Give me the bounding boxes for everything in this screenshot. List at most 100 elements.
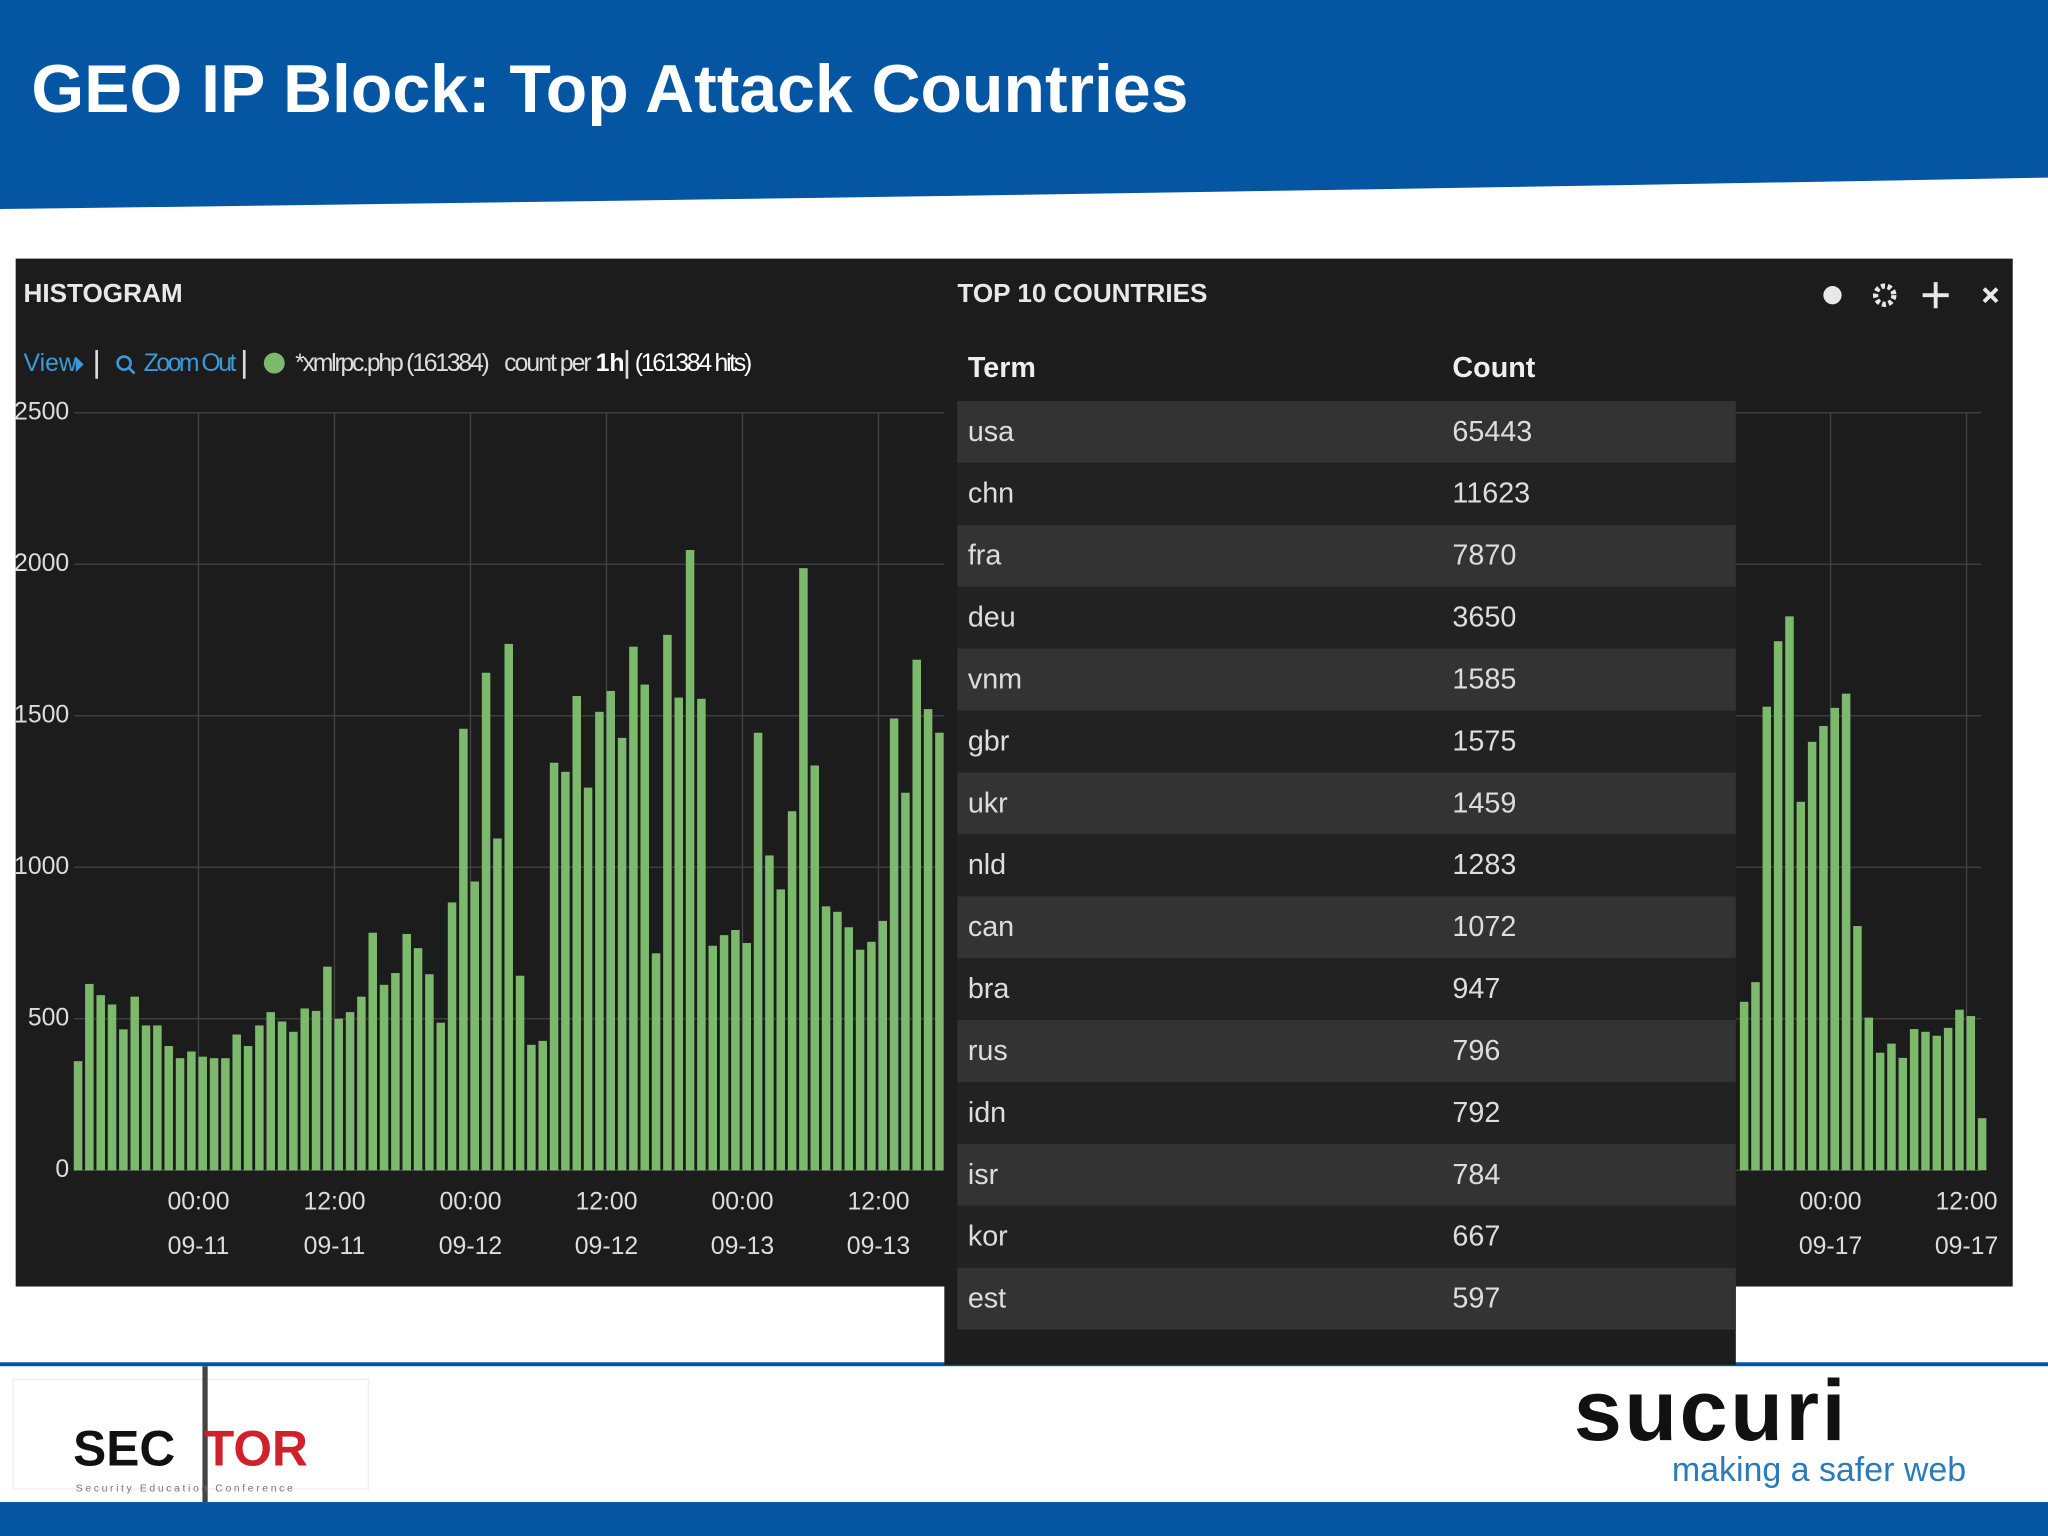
bar	[765, 855, 774, 1171]
bar	[345, 1012, 355, 1171]
bar	[175, 1058, 185, 1171]
bar	[878, 920, 888, 1171]
table-cell: 667	[1452, 1221, 1500, 1253]
table-cell: 1459	[1452, 787, 1516, 819]
bar	[266, 1012, 275, 1171]
view-link: View	[24, 350, 77, 377]
sector-tor: TOR	[204, 1421, 308, 1477]
bar	[1864, 1017, 1874, 1171]
bar	[583, 787, 593, 1171]
table-cell: gbr	[968, 725, 1010, 757]
bar	[867, 941, 876, 1171]
table-cell: nld	[968, 849, 1006, 881]
bar	[209, 1058, 219, 1171]
bar	[96, 995, 105, 1171]
table-cell: isr	[968, 1159, 999, 1191]
bar	[855, 949, 865, 1171]
bar	[595, 711, 604, 1171]
bar	[617, 737, 627, 1171]
table-row	[957, 958, 1736, 1021]
bar	[1921, 1031, 1930, 1171]
bar	[1943, 1027, 1953, 1171]
table-cell: est	[968, 1283, 1006, 1315]
bar	[368, 932, 377, 1171]
hits: (161384 hits)	[635, 350, 753, 377]
sucuri-tagline: making a safer web	[1672, 1451, 1966, 1489]
bar	[1739, 1001, 1749, 1171]
table-cell: fra	[968, 540, 1002, 572]
y-tick-label: 1500	[14, 701, 69, 728]
bar	[323, 966, 332, 1171]
column-header: Term	[968, 352, 1036, 384]
table-row	[957, 896, 1736, 959]
bar	[73, 1061, 83, 1171]
bar	[1830, 707, 1840, 1171]
sucuri-logo: sucuri	[1574, 1363, 1848, 1459]
table-cell: usa	[968, 416, 1014, 448]
bar	[674, 697, 683, 1171]
bar	[651, 953, 661, 1171]
zoom-out-link: Zoom Out	[144, 350, 237, 377]
x-tick-date: 09-17	[1935, 1233, 1998, 1260]
table-cell: vnm	[968, 663, 1022, 695]
table-cell: chn	[968, 478, 1014, 510]
table-cell: ukr	[968, 787, 1008, 819]
bar	[470, 881, 479, 1171]
bar	[481, 672, 491, 1171]
bar	[697, 698, 706, 1171]
table-cell: rus	[968, 1035, 1008, 1067]
x-tick-date: 09-17	[1799, 1233, 1862, 1260]
bar	[289, 1031, 298, 1171]
bar	[810, 765, 819, 1171]
bar	[787, 811, 797, 1171]
bar	[277, 1021, 287, 1171]
sector-tagline: Security Education Conference	[76, 1484, 296, 1495]
bar	[334, 1018, 343, 1171]
bar	[1796, 801, 1806, 1171]
bar	[889, 718, 899, 1171]
bar	[436, 1022, 445, 1171]
bar	[141, 1025, 151, 1171]
close-icon	[1982, 287, 1999, 304]
bar	[447, 902, 457, 1171]
count-per: count per	[504, 350, 592, 377]
bar	[300, 1008, 309, 1171]
x-tick-date: 09-13	[711, 1233, 774, 1260]
legend-dot	[263, 352, 285, 374]
bar	[379, 984, 389, 1171]
x-tick-time: 12:00	[303, 1188, 365, 1215]
table-title: TOP 10 COUNTRIES	[957, 278, 1207, 308]
table-cell: kor	[968, 1221, 1008, 1253]
bar	[357, 996, 366, 1171]
bar	[685, 550, 695, 1171]
bar	[493, 838, 502, 1171]
bar	[629, 646, 638, 1171]
table-cell: 796	[1452, 1035, 1500, 1067]
bar	[1977, 1118, 1987, 1171]
table-row	[957, 524, 1736, 587]
table-row	[957, 1020, 1736, 1082]
bar	[198, 1056, 207, 1171]
bar	[606, 690, 615, 1171]
bar	[255, 1025, 264, 1171]
bar	[187, 1051, 196, 1171]
x-tick-time: 00:00	[439, 1188, 501, 1215]
y-tick-label: 1000	[14, 853, 69, 880]
bar	[663, 634, 672, 1171]
bar	[1966, 1016, 1976, 1171]
bar	[1887, 1043, 1896, 1171]
footer-band	[0, 1502, 2048, 1536]
bar	[935, 732, 944, 1171]
bar	[753, 732, 763, 1171]
bar	[85, 983, 94, 1171]
bar	[243, 1046, 253, 1171]
bar	[515, 975, 525, 1171]
bar	[1773, 641, 1783, 1171]
bar	[1762, 706, 1772, 1171]
sector-logo-box	[12, 1378, 369, 1490]
bar	[504, 643, 513, 1171]
x-tick-time: 00:00	[167, 1188, 229, 1215]
table-cell: 597	[1452, 1283, 1500, 1315]
